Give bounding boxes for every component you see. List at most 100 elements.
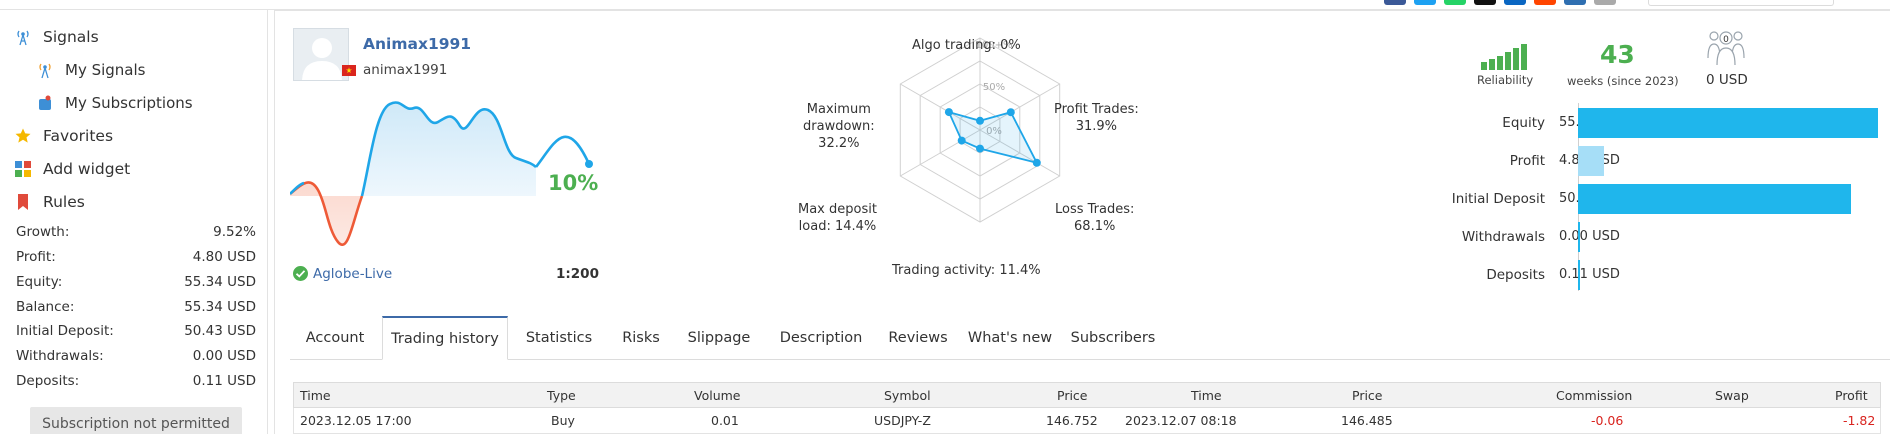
bar-row-initial-deposit: Initial Deposit 50.43 USD — [1340, 184, 1880, 214]
stat-label: Deposits: — [16, 373, 80, 389]
tab-statistics[interactable]: Statistics — [525, 330, 593, 346]
sidebar-item-favorites[interactable]: Favorites — [14, 123, 113, 149]
header-swap[interactable]: Swap — [1715, 388, 1749, 403]
tab-description[interactable]: Description — [779, 330, 863, 346]
tab-trading-history[interactable]: Trading history — [382, 316, 508, 360]
cell-volume: 0.01 — [711, 413, 739, 428]
main-panel — [274, 10, 1890, 434]
stat-value: 55.34 USD — [184, 299, 256, 315]
share-icon[interactable] — [1384, 0, 1406, 5]
subscribers-cost: 0 USD — [1706, 72, 1748, 88]
table-row: 2023.12.05 17:00 Buy 0.01 USDJPY-Z 146.7… — [293, 408, 1881, 434]
share-icon[interactable] — [1444, 0, 1466, 5]
tab-subscribers[interactable]: Subscribers — [1070, 330, 1156, 346]
stat-profit: Profit: 4.80 USD — [16, 249, 256, 271]
share-icon[interactable] — [1474, 0, 1496, 5]
weeks-label: weeks (since 2023) — [1567, 74, 1679, 88]
subscription-button[interactable]: Subscription not permitted — [30, 407, 242, 434]
header-open-time[interactable]: Time — [300, 388, 331, 403]
bar-fill — [1578, 222, 1580, 252]
radar-point — [976, 116, 984, 125]
stat-equity: Equity: 55.34 USD — [16, 274, 256, 296]
stat-label: Initial Deposit: — [16, 323, 114, 339]
radar-point — [944, 108, 953, 117]
bar-label: Deposits — [1486, 267, 1545, 283]
tab-whats-new[interactable]: What's new — [967, 330, 1053, 346]
cell-type: Buy — [551, 413, 575, 428]
broker-server-link[interactable]: Aglobe-Live — [313, 266, 393, 282]
radar-point — [976, 144, 984, 153]
cell-commission: -0.06 — [1591, 413, 1624, 428]
sidebar-item-add-widget[interactable]: Add widget — [14, 156, 130, 182]
top-strip — [0, 0, 1890, 10]
stat-label: Equity: — [16, 274, 63, 290]
tab-account[interactable]: Account — [305, 330, 365, 346]
bar-fill — [1578, 108, 1878, 138]
cell-open-price: 146.752 — [1046, 413, 1098, 428]
tab-reviews[interactable]: Reviews — [888, 330, 948, 346]
radar-point — [1032, 158, 1041, 167]
header-type[interactable]: Type — [547, 388, 576, 403]
cell-close-price: 146.485 — [1341, 413, 1393, 428]
radar-axis — [979, 129, 1060, 177]
share-icon[interactable] — [1594, 0, 1616, 5]
radar-label-loss-trades: Loss Trades: 68.1% — [1055, 202, 1135, 234]
header-open-price[interactable]: Price — [1057, 388, 1088, 403]
flag-icon — [342, 65, 356, 76]
share-icon[interactable] — [1564, 0, 1586, 5]
bar-label: Withdrawals — [1461, 229, 1545, 245]
radar-point — [1006, 108, 1015, 117]
header-symbol[interactable]: Symbol — [884, 388, 931, 403]
stat-label: Profit: — [16, 249, 56, 265]
bar-fill — [1578, 146, 1604, 176]
radar-ring-label: 0% — [986, 126, 1002, 137]
search-input[interactable] — [1648, 0, 1834, 6]
signal-name-link[interactable]: Animax1991 — [363, 35, 472, 53]
radar-chart: 100+% 50% 0% — [790, 26, 1170, 286]
bar-fill — [1578, 260, 1580, 290]
subscribers-icon: 0 — [1705, 28, 1747, 66]
growth-chart — [290, 101, 593, 246]
tab-slippage[interactable]: Slippage — [687, 330, 751, 346]
radar-axis — [900, 83, 981, 131]
header-close-price[interactable]: Price — [1352, 388, 1383, 403]
bookmark-icon — [14, 193, 32, 211]
radar-label-profit-trades: Profit Trades: 31.9% — [1054, 102, 1139, 134]
share-icon[interactable] — [1504, 0, 1526, 5]
sidebar-item-my-subscriptions[interactable]: My Subscriptions — [36, 90, 193, 116]
radar-axis — [900, 129, 981, 177]
subscription-icon — [36, 94, 54, 112]
sidebar-item-my-signals[interactable]: My Signals — [36, 57, 145, 83]
sidebar-item-label: Signals — [43, 28, 99, 46]
sidebar-item-label: Rules — [43, 193, 85, 211]
stat-label: Growth: — [16, 224, 70, 240]
radar-label-max-drawdown: Maximum drawdown: 32.2% — [803, 102, 875, 151]
header-close-time[interactable]: Time — [1191, 388, 1222, 403]
share-icon[interactable] — [1534, 0, 1556, 5]
radar-point — [957, 136, 966, 145]
stat-label: Balance: — [16, 299, 75, 315]
sidebar-item-signals[interactable]: Signals — [14, 24, 99, 50]
tab-risks[interactable]: Risks — [622, 330, 660, 346]
verified-check-icon — [293, 266, 308, 281]
share-icon[interactable] — [1414, 0, 1436, 5]
sidebar-item-rules[interactable]: Rules — [14, 189, 85, 215]
sidebar-item-label: My Signals — [65, 61, 146, 79]
widget-icon — [14, 160, 32, 178]
stat-label: Withdrawals: — [16, 348, 104, 364]
stat-value: 0.00 USD — [192, 348, 256, 364]
sidebar-item-label: Add widget — [43, 160, 131, 178]
radar-svg: 100+% 50% 0% — [899, 37, 1061, 223]
bar-row-equity: Equity 55.34 USD — [1340, 108, 1880, 138]
stat-balance: Balance: 55.34 USD — [16, 299, 256, 321]
bar-value: 0.00 USD — [1559, 229, 1620, 244]
bar-fill — [1578, 184, 1851, 214]
radar-label-max-deposit-load: Max deposit load: 14.4% — [798, 202, 877, 234]
header-profit[interactable]: Profit — [1835, 388, 1868, 403]
header-volume[interactable]: Volume — [694, 388, 741, 403]
star-icon — [14, 127, 32, 145]
avatar[interactable] — [293, 28, 349, 81]
stat-value: 0.11 USD — [192, 373, 256, 389]
radar-label-trading-activity: Trading activity: 11.4% — [892, 263, 1041, 278]
header-commission[interactable]: Commission — [1556, 388, 1633, 403]
